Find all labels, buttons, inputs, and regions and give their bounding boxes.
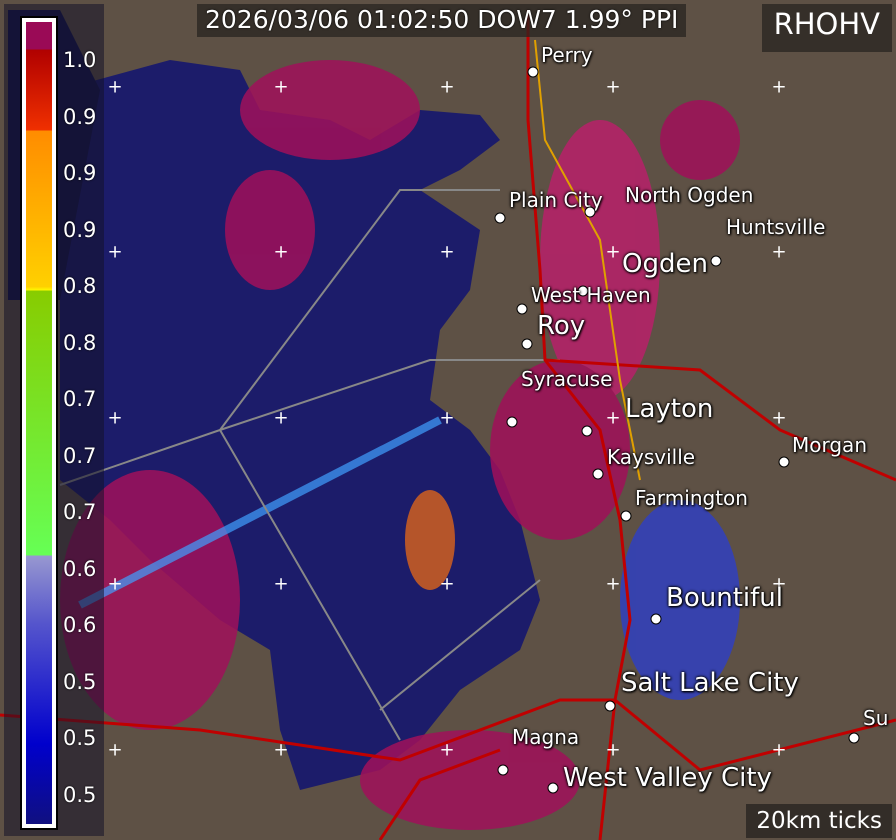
colorbar-label: 0.9 [63, 104, 97, 129]
city-label: Perry [541, 43, 593, 67]
city-marker-icon [778, 456, 790, 468]
range-tick-icon: + [273, 76, 289, 98]
range-tick-icon: + [439, 241, 455, 263]
range-tick-icon: + [771, 739, 787, 761]
range-tick-icon: + [439, 407, 455, 429]
range-tick-icon: + [771, 407, 787, 429]
colorbar [20, 16, 58, 830]
colorbar-label: 0.8 [63, 330, 97, 355]
city-marker-icon [620, 510, 632, 522]
colorbar-label: 0.7 [63, 387, 97, 411]
city-label: Morgan [792, 433, 867, 457]
city-label: Huntsville [726, 215, 826, 239]
range-tick-icon: + [107, 407, 123, 429]
city-label: West Haven [531, 283, 651, 307]
city-marker-icon [547, 782, 559, 794]
city-marker-icon [521, 338, 533, 350]
highway [534, 39, 641, 481]
range-tick-icon: + [273, 739, 289, 761]
city-label: Su [863, 706, 889, 730]
scale-note: 20km ticks [746, 803, 892, 838]
range-tick-icon: + [605, 407, 621, 429]
city-label: Roy [537, 311, 586, 341]
colorbar-label: 0.7 [63, 443, 97, 468]
colorbar-label: 0.5 [63, 726, 97, 750]
range-tick-icon: + [107, 241, 123, 263]
city-marker-icon [848, 732, 860, 744]
colorbar-label: 0.8 [63, 274, 97, 298]
city-label: Farmington [635, 486, 748, 510]
range-tick-icon: + [605, 76, 621, 98]
range-tick-icon: + [439, 739, 455, 761]
range-tick-icon: + [273, 407, 289, 429]
city-label: Salt Lake City [621, 668, 799, 698]
city-marker-icon [577, 285, 589, 297]
range-tick-icon: + [605, 739, 621, 761]
product-label: RHOHV [761, 4, 892, 52]
city-label: Magna [512, 725, 580, 749]
range-tick-icon: + [107, 573, 123, 595]
city-marker-icon [506, 416, 518, 428]
city-label: North Ogden [625, 183, 754, 207]
range-tick-icon: + [605, 573, 621, 595]
great-salt-lake [60, 60, 540, 790]
county-boundaries [59, 189, 560, 741]
range-tick-icon: + [273, 241, 289, 263]
radar-echoes [60, 60, 740, 830]
city-label: Syracuse [521, 367, 613, 391]
colorbar-label: 0.6 [63, 613, 97, 637]
city-label: Plain City [509, 188, 603, 212]
colorbar-label: 1.0 [63, 48, 97, 72]
city-label: Ogden [622, 249, 708, 279]
roads [0, 10, 896, 840]
scan-title: 2026/03/06 01:02:50 DOW7 1.99° PPI [197, 4, 687, 37]
colorbar-label: 0.6 [63, 556, 97, 581]
range-tick-icon: + [771, 241, 787, 263]
colorbar-panel [4, 4, 104, 836]
city-marker-icon [584, 206, 596, 218]
colorbar-label: 0.5 [63, 669, 97, 694]
city-marker-icon [604, 700, 616, 712]
city-marker-icon [516, 303, 528, 315]
colorbar-label: 0.9 [63, 161, 97, 185]
city-marker-icon [497, 764, 509, 776]
city-marker-icon [581, 425, 593, 437]
colorbar-label: 0.5 [63, 782, 97, 807]
city-label: Layton [625, 394, 714, 424]
range-tick-icon: + [771, 76, 787, 98]
city-marker-icon [527, 66, 539, 78]
city-label: Bountiful [666, 583, 783, 613]
range-tick-icon: + [107, 76, 123, 98]
range-tick-icon: + [439, 76, 455, 98]
city-marker-icon [494, 212, 506, 224]
range-tick-icon: + [107, 739, 123, 761]
city-label: West Valley City [563, 763, 772, 793]
colorbar-label: 0.7 [63, 500, 97, 524]
city-marker-icon [592, 468, 604, 480]
range-tick-icon: + [273, 573, 289, 595]
range-tick-icon: + [605, 241, 621, 263]
range-tick-icon: + [771, 573, 787, 595]
colorbar-label: 0.9 [63, 217, 97, 242]
city-marker-icon [650, 613, 662, 625]
city-label: Kaysville [607, 445, 696, 469]
range-tick-icon: + [439, 573, 455, 595]
city-marker-icon [710, 255, 722, 267]
